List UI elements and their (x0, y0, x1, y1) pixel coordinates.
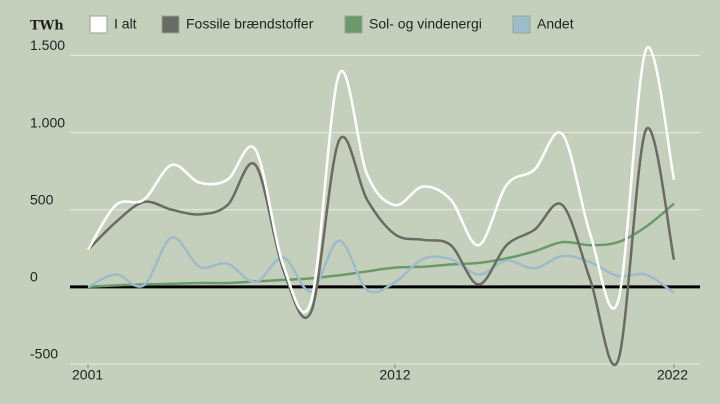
legend: I alt Fossile brændstoffer Sol- og vindene… (89, 15, 574, 34)
y-tick-label: 500 (30, 191, 54, 207)
legend-label: I alt (114, 16, 137, 32)
y-tick-label: -500 (30, 346, 58, 362)
x-tick-label: 2022 (657, 367, 688, 383)
x-tick-label: 2001 (72, 367, 103, 383)
legend-swatch (89, 15, 108, 34)
legend-swatch (344, 15, 363, 34)
grid: -500 0 500 1.000 1.500 2001 2012 2022 (30, 37, 700, 383)
legend-label: Andet (537, 16, 574, 32)
legend-label: Fossile brændstoffer (186, 16, 314, 32)
y-tick-label: 0 (30, 269, 38, 285)
series-line (87, 126, 676, 366)
series-line (86, 45, 676, 314)
legend-swatch (161, 15, 180, 34)
legend-label: Sol- og vindenergi (369, 16, 482, 32)
y-tick-label: 1.500 (30, 37, 65, 53)
series-line (87, 236, 675, 295)
y-unit-label: TWh (30, 19, 64, 34)
y-tick-label: 1.000 (30, 114, 65, 130)
x-tick-label: 2012 (379, 367, 410, 383)
lines (86, 45, 676, 366)
legend-swatch (512, 15, 531, 34)
series-line (87, 202, 675, 289)
